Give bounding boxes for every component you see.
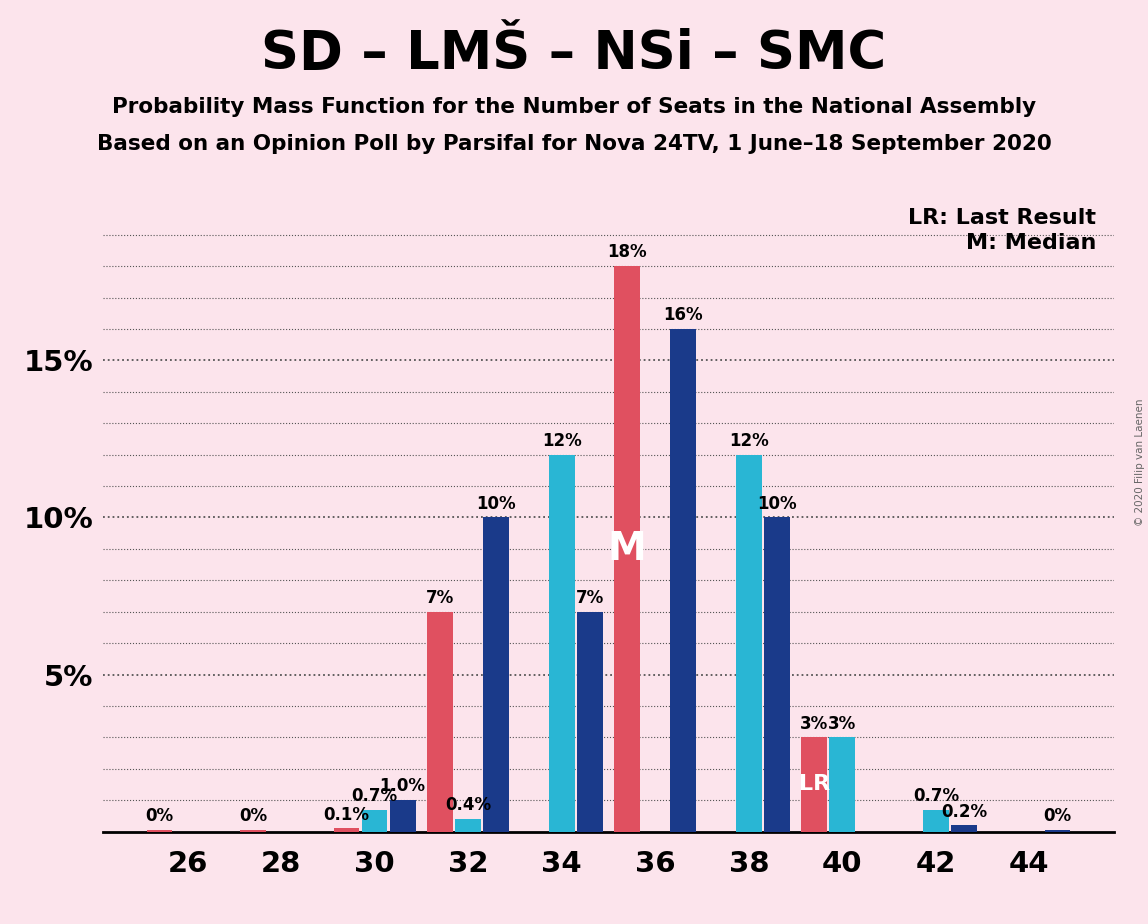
Bar xyxy=(1045,830,1070,832)
Bar xyxy=(736,455,761,832)
Text: 10%: 10% xyxy=(757,494,797,513)
Bar xyxy=(801,737,828,832)
Text: 1.0%: 1.0% xyxy=(380,777,426,796)
Bar xyxy=(389,800,416,832)
Text: M: M xyxy=(607,529,646,568)
Text: Based on an Opinion Poll by Parsifal for Nova 24TV, 1 June–18 September 2020: Based on an Opinion Poll by Parsifal for… xyxy=(96,134,1052,154)
Text: 16%: 16% xyxy=(664,306,703,324)
Text: 0.4%: 0.4% xyxy=(445,796,491,814)
Bar xyxy=(456,819,481,832)
Bar xyxy=(614,266,641,832)
Bar xyxy=(670,329,696,832)
Bar xyxy=(829,737,855,832)
Text: 0%: 0% xyxy=(239,808,267,825)
Bar xyxy=(483,517,509,832)
Text: 0%: 0% xyxy=(146,808,173,825)
Text: SD – LMŠ – NSi – SMC: SD – LMŠ – NSi – SMC xyxy=(262,28,886,79)
Text: © 2020 Filip van Laenen: © 2020 Filip van Laenen xyxy=(1135,398,1145,526)
Text: 7%: 7% xyxy=(575,589,604,607)
Text: 0.7%: 0.7% xyxy=(351,787,397,805)
Text: 7%: 7% xyxy=(426,589,455,607)
Text: Probability Mass Function for the Number of Seats in the National Assembly: Probability Mass Function for the Number… xyxy=(113,97,1035,117)
Text: 3%: 3% xyxy=(800,714,829,733)
Text: 3%: 3% xyxy=(828,714,856,733)
Bar xyxy=(362,809,388,832)
Text: 12%: 12% xyxy=(542,432,582,450)
Text: 0.1%: 0.1% xyxy=(324,806,370,824)
Bar xyxy=(951,825,977,832)
Bar xyxy=(427,612,453,832)
Text: LR: Last Result: LR: Last Result xyxy=(908,208,1096,228)
Bar xyxy=(923,809,948,832)
Text: 18%: 18% xyxy=(607,243,647,261)
Text: LR: LR xyxy=(799,774,830,795)
Bar xyxy=(240,830,266,832)
Bar xyxy=(147,830,172,832)
Text: 0%: 0% xyxy=(1044,808,1071,825)
Bar xyxy=(549,455,575,832)
Text: 12%: 12% xyxy=(729,432,769,450)
Bar xyxy=(763,517,790,832)
Text: 10%: 10% xyxy=(476,494,515,513)
Bar xyxy=(334,829,359,832)
Text: 0.2%: 0.2% xyxy=(941,803,987,821)
Bar xyxy=(576,612,603,832)
Text: 0.7%: 0.7% xyxy=(913,787,959,805)
Text: M: Median: M: Median xyxy=(965,233,1096,253)
